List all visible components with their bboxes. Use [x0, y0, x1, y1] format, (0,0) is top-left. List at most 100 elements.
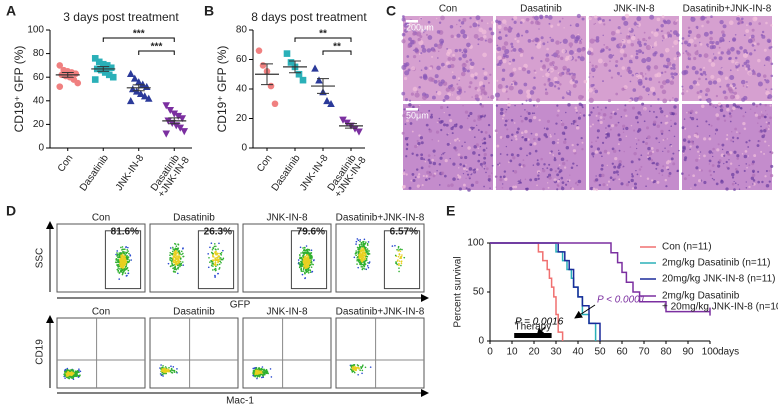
flow-event [353, 371, 356, 374]
tissue-texture [615, 92, 619, 96]
tissue-texture [665, 66, 668, 69]
flow-event [79, 370, 82, 373]
tissue-texture [510, 139, 513, 142]
tissue-texture [430, 113, 433, 116]
tissue-texture [428, 161, 432, 165]
tissue-texture [410, 92, 415, 96]
tissue-texture [454, 138, 457, 142]
tissue-texture [602, 80, 604, 83]
flow-event [176, 248, 179, 250]
tissue-texture [763, 152, 766, 155]
tissue-texture [728, 112, 732, 115]
tissue-texture [557, 179, 560, 183]
tissue-texture [479, 145, 482, 148]
tissue-texture [646, 126, 650, 130]
flow-event [215, 269, 217, 272]
flow-event [124, 254, 127, 256]
tissue-texture [645, 185, 647, 188]
tissue-texture [615, 170, 619, 174]
tissue-texture [536, 184, 538, 187]
tissue-texture [538, 28, 540, 30]
flow-event [215, 248, 217, 251]
tissue-texture [698, 154, 701, 157]
flow-event [358, 254, 360, 257]
tissue-texture [603, 23, 606, 26]
tissue-texture [719, 19, 724, 25]
tissue-texture [432, 149, 436, 153]
tissue-texture [638, 95, 643, 101]
tissue-texture [589, 186, 594, 191]
tissue-texture [474, 76, 478, 80]
flow-event [358, 257, 361, 259]
tissue-texture [602, 183, 606, 187]
tissue-texture [716, 117, 720, 121]
tissue-texture [756, 42, 760, 46]
tissue-texture [732, 103, 737, 107]
tissue-texture [620, 182, 624, 186]
tissue-texture [509, 159, 513, 163]
flow-event [213, 243, 216, 245]
tissue-texture [767, 128, 770, 130]
tissue-texture [403, 108, 406, 111]
tissue-texture [460, 21, 465, 25]
tissue-texture [603, 118, 605, 120]
tissue-texture [661, 80, 667, 85]
tissue-texture [643, 42, 647, 46]
tissue-texture [682, 149, 685, 153]
tissue-texture [594, 22, 597, 25]
tissue-texture [457, 77, 461, 80]
tissue-texture [403, 36, 405, 38]
tissue-texture [721, 106, 724, 109]
flow-event [74, 374, 76, 376]
data-point [355, 128, 363, 136]
tissue-texture [476, 88, 480, 92]
tissue-texture [709, 36, 713, 41]
tissue-texture [403, 28, 409, 33]
tissue-texture [740, 79, 746, 85]
tissue-texture [546, 175, 549, 179]
flow-event [398, 253, 401, 256]
tissue-texture [731, 172, 735, 177]
tissue-texture [645, 44, 652, 51]
tissue-texture [474, 94, 479, 99]
tissue-texture [712, 155, 714, 158]
flow-event [211, 259, 214, 261]
flow-event [66, 367, 69, 370]
tissue-texture [560, 186, 565, 191]
flow-event [117, 267, 120, 269]
tissue-texture [720, 180, 724, 184]
tissue-texture [667, 159, 670, 162]
tissue-texture [558, 20, 562, 23]
tissue-texture [704, 73, 707, 76]
tissue-texture [650, 86, 656, 92]
flow-event [174, 271, 177, 273]
tissue-texture [534, 133, 539, 137]
tissue-texture [512, 185, 515, 189]
tissue-texture [668, 99, 672, 102]
tissue-texture [416, 90, 419, 93]
flow-event [363, 268, 366, 270]
flow-event [162, 365, 164, 367]
error-bar [97, 66, 110, 72]
tissue-texture [676, 55, 679, 58]
flow-event [173, 266, 176, 269]
tissue-texture [687, 53, 692, 57]
tissue-texture [704, 93, 708, 97]
tissue-texture [711, 164, 715, 167]
flow-event [305, 257, 308, 260]
flow-event [363, 265, 366, 268]
tissue-texture [721, 53, 723, 55]
tissue-texture [715, 106, 717, 109]
tissue-texture [758, 139, 761, 143]
flow-event [366, 244, 369, 246]
tissue-texture [549, 135, 552, 138]
tissue-texture [465, 177, 467, 180]
significance-label: ** [333, 42, 341, 53]
tissue-texture [437, 120, 440, 123]
flow-event [173, 259, 175, 261]
flow-event [218, 242, 220, 245]
tissue-texture [521, 34, 524, 37]
tissue-texture [710, 124, 713, 127]
tissue-texture [715, 94, 719, 98]
tissue-texture [500, 107, 504, 112]
